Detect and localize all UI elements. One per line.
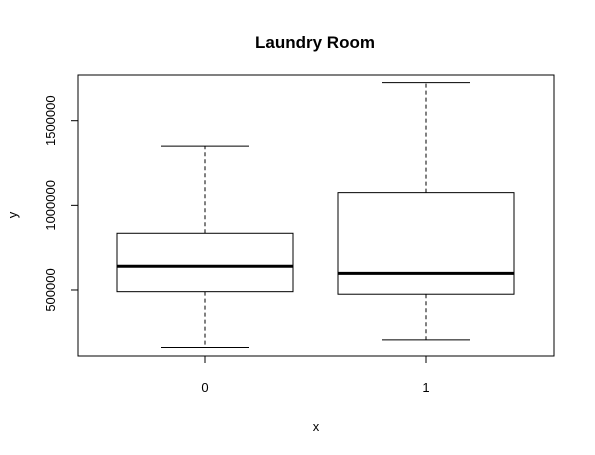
iqr-box bbox=[337, 192, 515, 295]
box-0 bbox=[116, 145, 294, 349]
boxes-layer bbox=[116, 82, 515, 349]
x-tick-label: 0 bbox=[201, 380, 208, 395]
y-axis-label: y bbox=[5, 211, 20, 218]
iqr-box bbox=[116, 232, 294, 293]
y-tick-label: 1000000 bbox=[43, 180, 58, 231]
y-tick-label: 500000 bbox=[43, 268, 58, 311]
x-tick-label: 1 bbox=[422, 380, 429, 395]
y-tick-label: 1500000 bbox=[43, 95, 58, 146]
chart-title: Laundry Room bbox=[255, 33, 375, 52]
box-1 bbox=[337, 82, 515, 341]
x-axis-label: x bbox=[313, 419, 320, 434]
y-axis: 500000 1000000 1500000 bbox=[43, 95, 79, 312]
